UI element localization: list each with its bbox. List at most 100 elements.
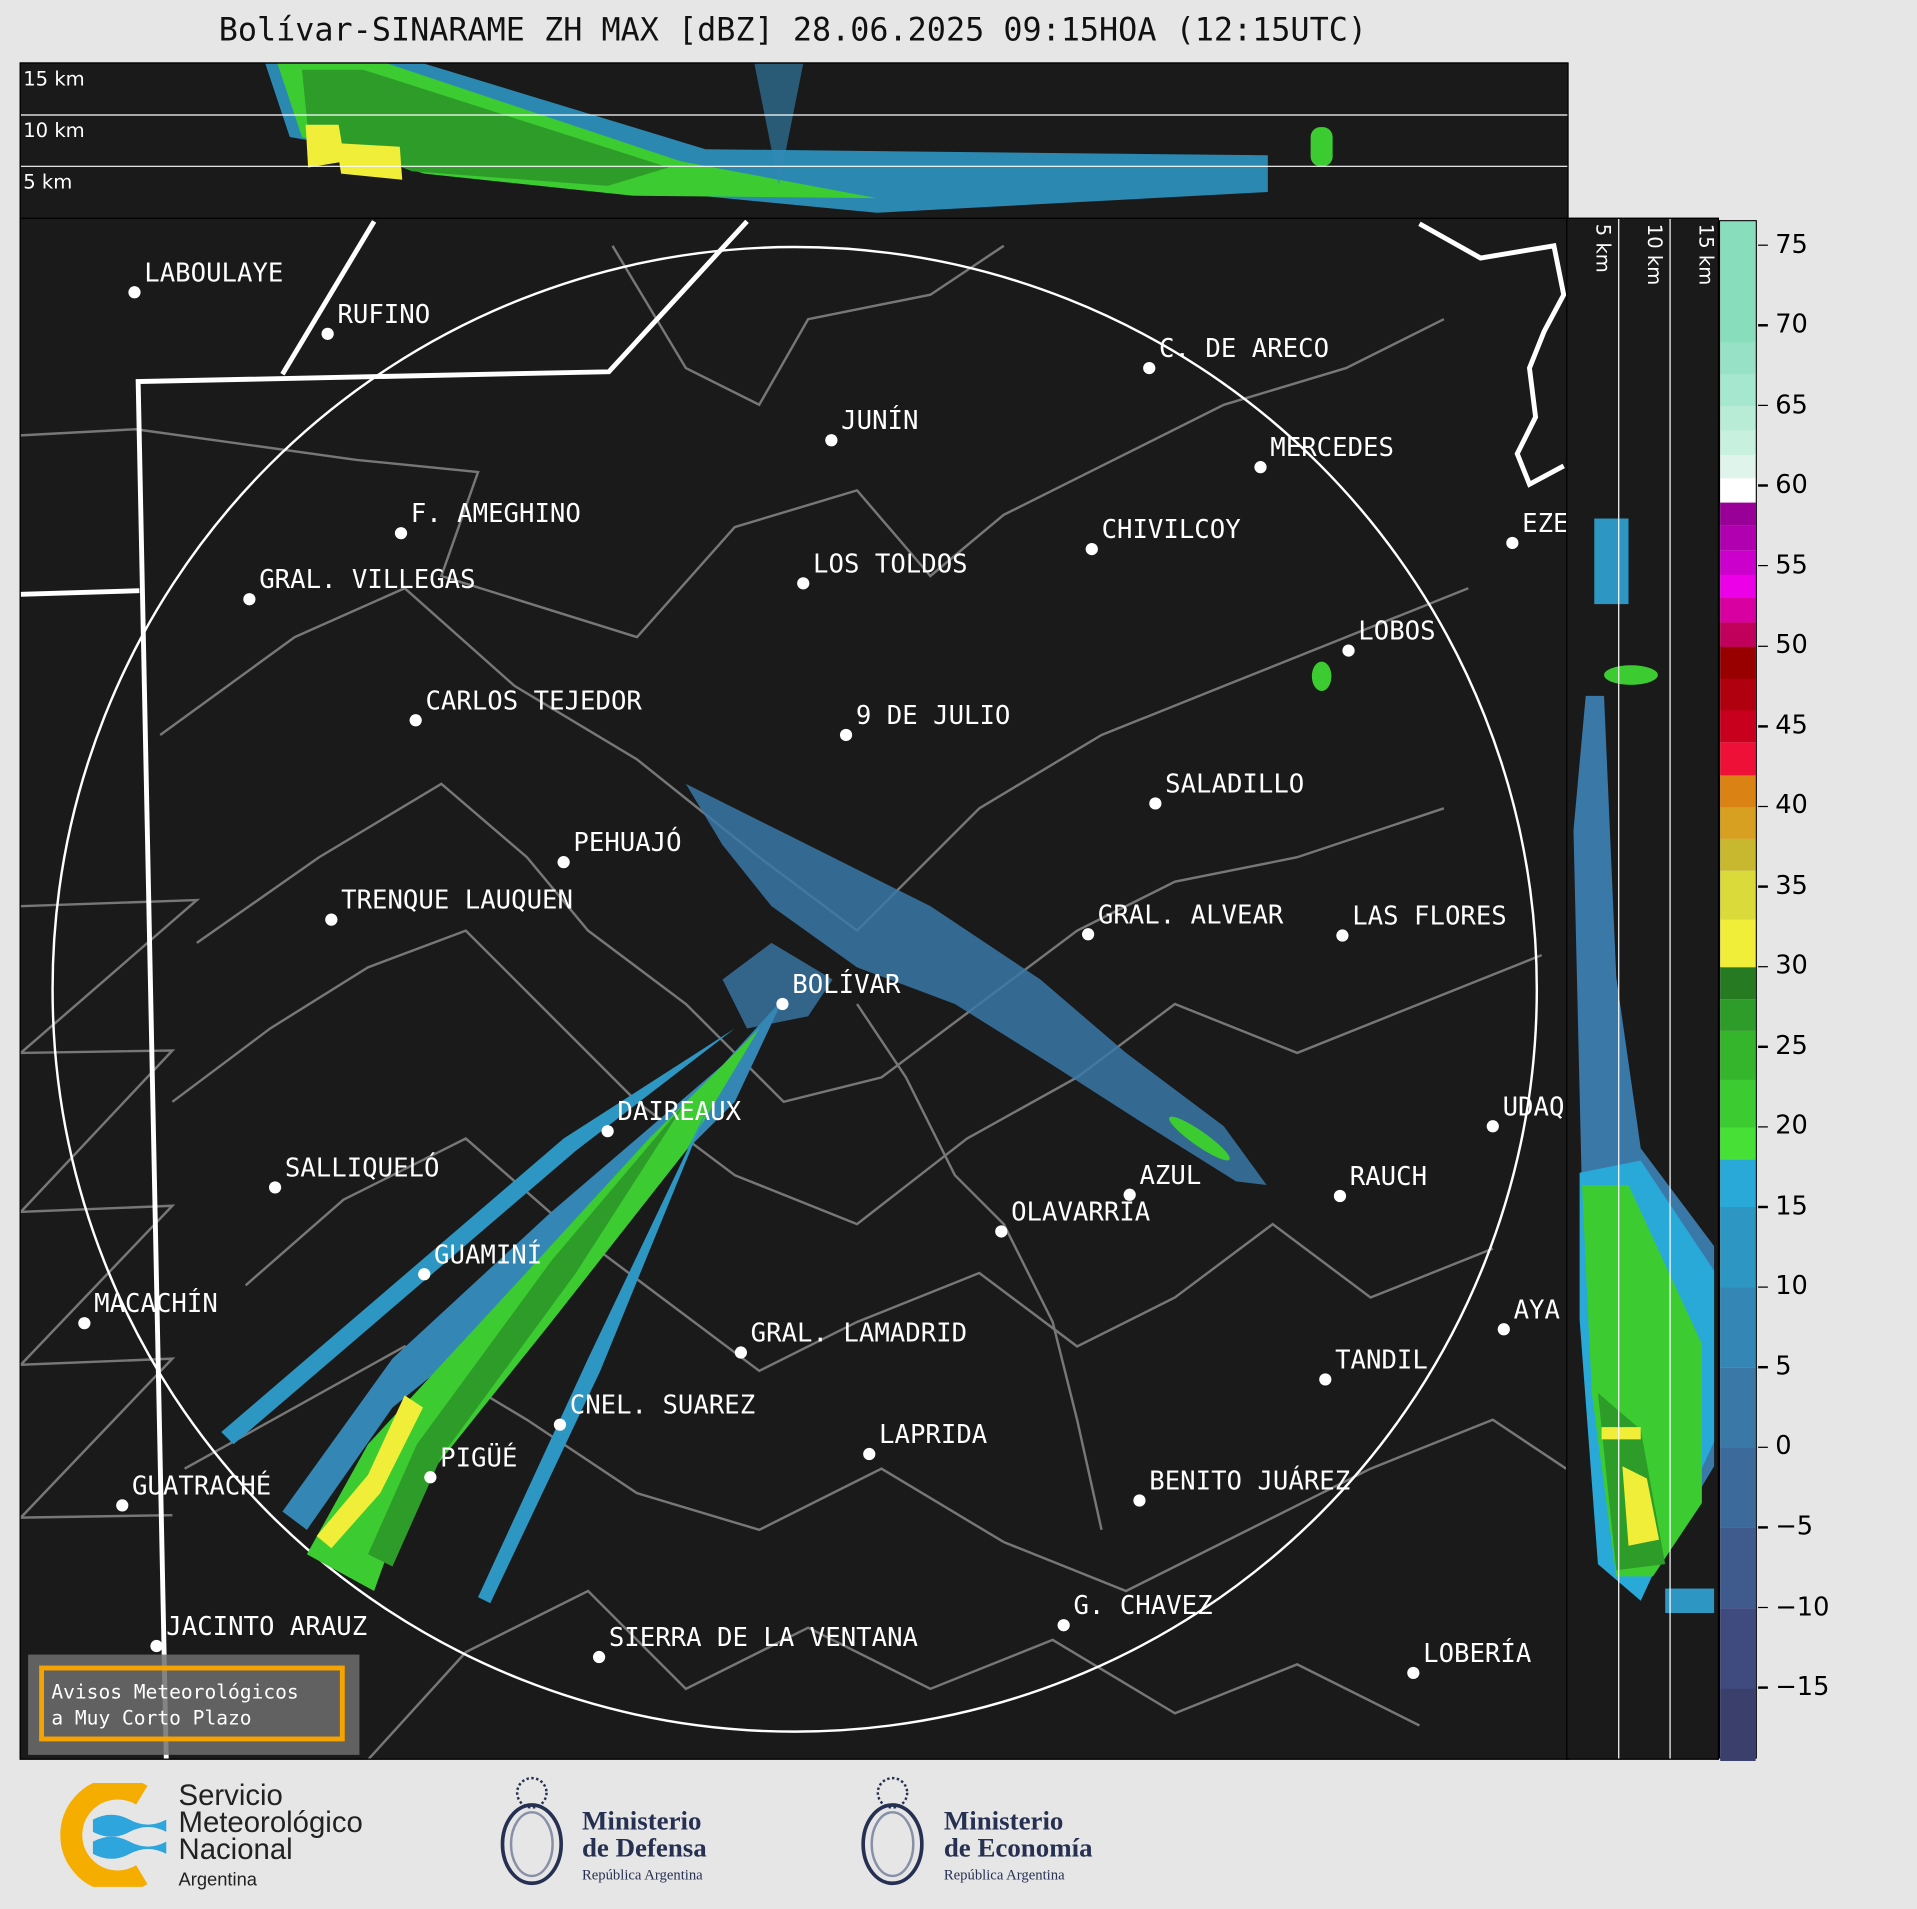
city-label: AYA bbox=[1513, 1295, 1560, 1325]
height-label-5km: 5 km bbox=[23, 169, 73, 194]
city-dot-icon bbox=[1085, 542, 1098, 556]
city-label: TANDIL bbox=[1335, 1345, 1428, 1375]
city-dot-icon bbox=[553, 1418, 567, 1431]
colorbar-tick-label: 10 bbox=[1758, 1271, 1808, 1300]
city-dot-icon bbox=[839, 728, 853, 742]
colorbar-level bbox=[1720, 1206, 1756, 1288]
warnings-line-2: a Muy Corto Plazo bbox=[51, 1705, 252, 1730]
city-label: CHIVILCOY bbox=[1101, 514, 1241, 545]
top-cross-section-echoes bbox=[20, 63, 1568, 213]
city-dot-icon bbox=[557, 856, 570, 869]
city-dot-icon bbox=[1082, 928, 1095, 941]
colorbar-level bbox=[1720, 341, 1756, 375]
city-label: 9 DE JULIO bbox=[855, 700, 1011, 731]
height-label-10km: 10 km bbox=[23, 118, 85, 142]
city-dot-icon bbox=[825, 434, 838, 447]
colorbar-level bbox=[1720, 525, 1756, 551]
city-dot-icon bbox=[78, 1317, 91, 1330]
city-dot-icon bbox=[1143, 361, 1156, 375]
city-label: LAPRIDA bbox=[879, 1419, 988, 1450]
city-dot-icon bbox=[1336, 929, 1349, 942]
city-dot-icon bbox=[243, 593, 256, 606]
city-label: CARLOS TEJEDOR bbox=[425, 686, 642, 716]
colorbar-tick-label: 70 bbox=[1758, 310, 1808, 339]
colorbar-level bbox=[1720, 405, 1756, 431]
city-dot-icon bbox=[797, 577, 810, 590]
colorbar-level bbox=[1720, 429, 1756, 455]
city-label: SALADILLO bbox=[1165, 769, 1305, 799]
side-cross-section-echoes bbox=[1573, 218, 1715, 1759]
colorbar-level bbox=[1720, 1126, 1756, 1160]
coat-of-arms-icon bbox=[861, 1776, 924, 1886]
city-dot-icon bbox=[1407, 1666, 1420, 1680]
economia-line-1: Ministerio bbox=[943, 1805, 1064, 1836]
warnings-box[interactable]: Avisos Meteorológicos a Muy Corto Plazo bbox=[28, 1654, 360, 1755]
city-dot-icon bbox=[776, 997, 789, 1011]
colorbar-level bbox=[1720, 1607, 1756, 1689]
city-label: OLAVARRÍA bbox=[1011, 1197, 1151, 1227]
colorbar-level bbox=[1720, 597, 1756, 623]
side-height-label-15km: 15 km bbox=[1694, 223, 1718, 286]
defensa-line-2: de Defensa bbox=[581, 1831, 707, 1863]
province-boundaries bbox=[20, 219, 1567, 1759]
colorbar-level bbox=[1720, 806, 1756, 839]
city-dot-icon bbox=[268, 1181, 282, 1194]
city-label: LOBERÍA bbox=[1423, 1638, 1532, 1669]
smn-line-4: Argentina bbox=[178, 1869, 258, 1891]
colorbar-level bbox=[1720, 838, 1756, 871]
colorbar-level bbox=[1720, 621, 1756, 647]
colorbar-level bbox=[1720, 1447, 1756, 1528]
colorbar-level bbox=[1720, 1527, 1756, 1609]
city-label: DAIREAUX bbox=[617, 1096, 742, 1127]
colorbar bbox=[1718, 220, 1757, 1761]
city-dot-icon bbox=[1342, 644, 1355, 657]
top-cross-section-panel: 15 km 10 km 5 km bbox=[19, 62, 1569, 219]
colorbar-level bbox=[1720, 918, 1756, 968]
smn-logo-text: Servicio Meteorológico Nacional Argentin… bbox=[178, 1781, 363, 1894]
ministerio-economia-text: Ministerio de Economía República Argenti… bbox=[944, 1807, 1093, 1888]
city-label: GRAL. LAMADRID bbox=[750, 1318, 968, 1348]
side-cross-section-panel: 5 km 10 km 15 km bbox=[1566, 217, 1719, 1760]
city-label: PEHUAJÓ bbox=[573, 827, 682, 858]
economia-line-2: de Economía bbox=[943, 1831, 1093, 1863]
city-label: JACINTO ARAUZ bbox=[166, 1611, 368, 1642]
smn-line-2: Meteorológico bbox=[178, 1806, 363, 1840]
city-dot-icon bbox=[601, 1125, 614, 1138]
defensa-line-1: Ministerio bbox=[581, 1805, 702, 1836]
colorbar-tick-label: 45 bbox=[1758, 710, 1808, 739]
colorbar-level bbox=[1720, 774, 1756, 807]
city-label: C. DE ARECO bbox=[1159, 333, 1330, 364]
colorbar-tick-label: 20 bbox=[1758, 1111, 1808, 1140]
city-label: MERCEDES bbox=[1270, 432, 1394, 463]
city-dot-icon bbox=[325, 913, 338, 926]
colorbar-tick-label: 5 bbox=[1758, 1351, 1791, 1380]
colorbar-tick-label: 25 bbox=[1758, 1031, 1808, 1060]
colorbar-level bbox=[1720, 645, 1756, 679]
city-label: AZUL bbox=[1139, 1160, 1202, 1190]
defensa-line-3: República Argentina bbox=[581, 1866, 703, 1884]
colorbar-level bbox=[1720, 1078, 1756, 1128]
city-dot-icon bbox=[1497, 1323, 1510, 1336]
city-dot-icon bbox=[1486, 1120, 1499, 1133]
city-label: SALLIQUELÓ bbox=[284, 1153, 440, 1183]
colorbar-tick-label: 60 bbox=[1758, 470, 1808, 499]
colorbar-tick-label: 65 bbox=[1758, 390, 1808, 419]
colorbar-tick-label: −15 bbox=[1758, 1672, 1829, 1701]
colorbar-tick-label: −10 bbox=[1758, 1592, 1829, 1621]
city-dot-icon bbox=[1333, 1189, 1347, 1203]
city-dot-icon bbox=[394, 527, 408, 540]
city-label: CNEL. SUAREZ bbox=[569, 1390, 756, 1420]
city-dot-icon bbox=[424, 1471, 437, 1484]
radar-map[interactable]: LABOULAYE RUFINO C. DE ARECO JUNÍN MERCEDES F… bbox=[19, 217, 1569, 1760]
city-label: GRAL. VILLEGAS bbox=[259, 564, 476, 595]
city-label: MACACHÍN bbox=[94, 1288, 218, 1319]
city-dot-icon bbox=[321, 327, 334, 340]
figure-title: Bolívar-SINARAME ZH MAX [dBZ] 28.06.2025… bbox=[218, 12, 1367, 49]
colorbar-tick-label: 30 bbox=[1758, 951, 1808, 980]
colorbar-level bbox=[1720, 453, 1756, 479]
height-label-15km: 15 km bbox=[23, 67, 85, 91]
city-dot-icon bbox=[1149, 797, 1162, 810]
city-dot-icon bbox=[116, 1499, 129, 1512]
city-dot-icon bbox=[995, 1225, 1008, 1238]
colorbar-level bbox=[1720, 966, 1756, 1000]
